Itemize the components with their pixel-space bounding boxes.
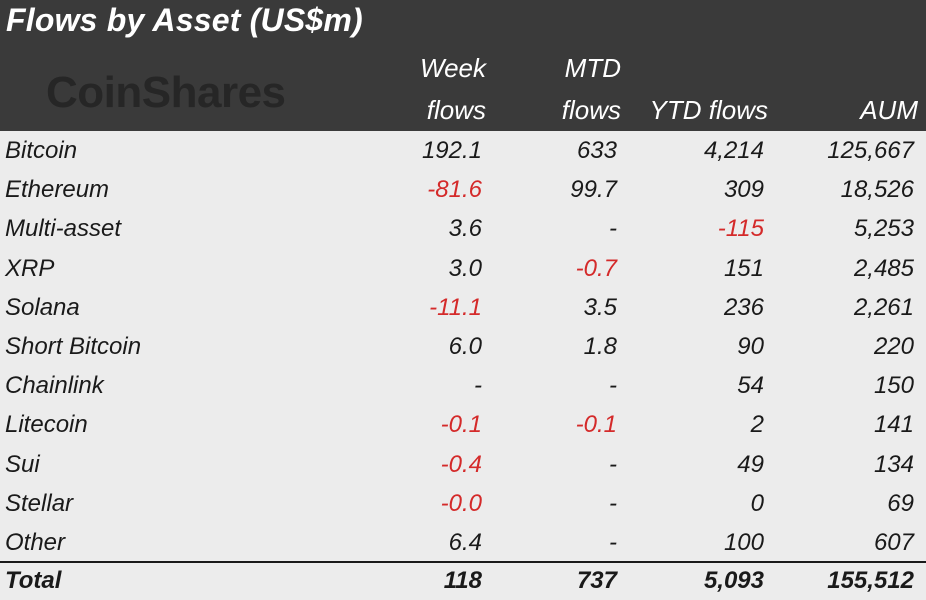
cell-aum: 141	[873, 411, 914, 439]
cell-mtd-flows: -	[609, 528, 617, 556]
cell-asset-name: Short Bitcoin	[5, 332, 142, 360]
cell-aum: 5,253	[853, 215, 914, 243]
total-name: Total	[5, 567, 62, 594]
header-aum: AUM	[860, 95, 918, 125]
table-row: Stellar -0.0 - 0 69	[0, 484, 926, 523]
cell-week-flows: -0.1	[440, 411, 482, 439]
cell-mtd-flows: 3.5	[583, 293, 617, 321]
cell-week-flows: -11.1	[429, 293, 482, 321]
total-aum: 155,512	[827, 567, 914, 594]
cell-aum: 150	[873, 372, 914, 400]
cell-ytd-flows: 0	[750, 489, 764, 517]
cell-mtd-flows: -	[609, 489, 617, 517]
cell-week-flows: 3.0	[448, 254, 482, 282]
header-week-sublabel: flows	[426, 95, 486, 125]
cell-mtd-flows: 633	[576, 137, 617, 164]
cell-asset-name: Multi-asset	[5, 215, 122, 243]
cell-aum: 220	[873, 332, 914, 360]
cell-week-flows: -81.6	[427, 176, 482, 204]
cell-asset-name: Litecoin	[5, 411, 88, 439]
cell-ytd-flows: 2	[750, 411, 764, 439]
cell-aum: 2,485	[853, 254, 914, 282]
cell-asset-name: Sui	[5, 450, 40, 478]
header-mtd-flows: MTD flows	[562, 47, 621, 131]
cell-mtd-flows: 1.8	[583, 332, 617, 360]
table-row: Litecoin -0.1 -0.1 2 141	[0, 405, 926, 444]
table-row: Ethereum -81.6 99.7 309 18,526	[0, 170, 926, 209]
cell-asset-name: Chainlink	[5, 372, 104, 400]
total-divider	[0, 561, 926, 563]
header-week-flows: Week flows	[420, 47, 486, 131]
cell-mtd-flows: -0.1	[575, 411, 617, 439]
cell-asset-name: Ethereum	[5, 176, 110, 204]
cell-ytd-flows: 49	[737, 450, 764, 478]
cell-mtd-flows: -	[609, 450, 617, 478]
table-row: Chainlink - - 54 150	[0, 366, 926, 405]
total-ytd-flows: 5,093	[703, 567, 764, 594]
cell-mtd-flows: -0.7	[575, 254, 617, 282]
cell-week-flows: -	[474, 372, 482, 400]
header-mtd-label: MTD	[564, 53, 621, 83]
table-header: Flows by Asset (US$m) CoinShares Week fl…	[0, 0, 926, 131]
cell-week-flows: 6.0	[448, 332, 482, 360]
table-body: Bitcoin 192.1 633 4,214 125,667 Ethereum -81.6…	[0, 131, 926, 562]
cell-aum: 18,526	[840, 176, 914, 204]
header-ytd-flows: YTD flows	[649, 95, 768, 125]
table-row: Solana -11.1 3.5 236 2,261	[0, 288, 926, 327]
total-week-flows: 118	[443, 567, 482, 594]
cell-aum: 607	[873, 528, 914, 556]
cell-ytd-flows: 151	[723, 254, 764, 282]
cell-ytd-flows: 236	[723, 293, 764, 321]
coinshares-logo: CoinShares	[46, 68, 286, 117]
cell-week-flows: 3.6	[448, 215, 482, 243]
total-row: Total 118 737 5,093 155,512	[0, 561, 926, 600]
cell-ytd-flows: 54	[737, 372, 764, 400]
cell-mtd-flows: -	[609, 372, 617, 400]
cell-asset-name: Other	[5, 528, 66, 556]
cell-asset-name: Solana	[5, 293, 80, 321]
cell-aum: 134	[873, 450, 914, 478]
cell-ytd-flows: 309	[723, 176, 764, 204]
cell-week-flows: 192.1	[421, 137, 482, 164]
table-row: Sui -0.4 - 49 134	[0, 445, 926, 484]
table-title: Flows by Asset (US$m)	[6, 2, 363, 38]
table-row: Other 6.4 - 100 607	[0, 523, 926, 562]
header-week-label: Week	[420, 53, 486, 83]
table-row: XRP 3.0 -0.7 151 2,485	[0, 249, 926, 288]
cell-ytd-flows: 4,214	[703, 137, 764, 164]
cell-mtd-flows: 99.7	[570, 176, 617, 204]
cell-mtd-flows: -	[609, 215, 617, 243]
header-mtd-sublabel: flows	[561, 95, 621, 125]
table-row: Bitcoin 192.1 633 4,214 125,667	[0, 131, 926, 170]
total-mtd-flows: 737	[576, 567, 617, 594]
cell-aum: 69	[887, 489, 914, 517]
cell-aum: 2,261	[853, 293, 914, 321]
cell-asset-name: Stellar	[5, 489, 74, 517]
cell-asset-name: XRP	[5, 254, 55, 282]
table-row: Multi-asset 3.6 - -115 5,253	[0, 209, 926, 248]
cell-aum: 125,667	[827, 137, 914, 164]
cell-asset-name: Bitcoin	[5, 137, 78, 164]
cell-ytd-flows: 90	[737, 332, 764, 360]
cell-ytd-flows: -115	[717, 215, 764, 243]
table-row: Short Bitcoin 6.0 1.8 90 220	[0, 327, 926, 366]
cell-week-flows: 6.4	[448, 528, 482, 556]
cell-week-flows: -0.0	[440, 489, 482, 517]
cell-ytd-flows: 100	[723, 528, 764, 556]
cell-week-flows: -0.4	[440, 450, 482, 478]
